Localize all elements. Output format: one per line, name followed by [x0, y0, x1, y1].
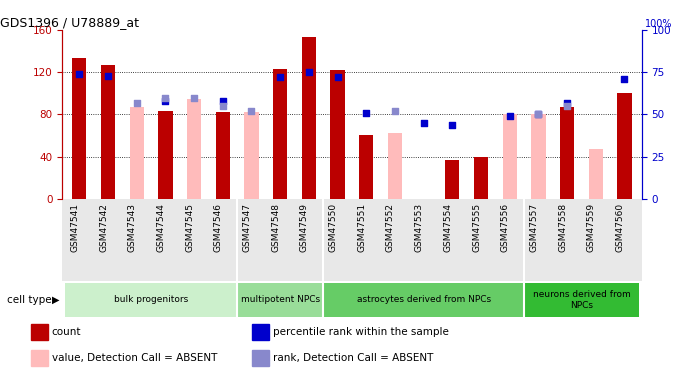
Text: GSM47557: GSM47557 — [529, 203, 538, 252]
Text: GSM47558: GSM47558 — [558, 203, 567, 252]
Point — [619, 76, 630, 82]
Point — [304, 69, 315, 75]
Bar — [331, 70, 345, 199]
Bar — [618, 93, 631, 199]
Point — [332, 74, 343, 80]
Bar — [237, 283, 323, 317]
Text: rank, Detection Call = ABSENT: rank, Detection Call = ABSENT — [273, 353, 433, 363]
Bar — [252, 324, 269, 340]
Point — [246, 108, 257, 114]
Text: value, Detection Call = ABSENT: value, Detection Call = ABSENT — [52, 353, 217, 363]
Point — [562, 103, 573, 109]
Text: GSM47542: GSM47542 — [99, 203, 108, 252]
Bar — [65, 283, 237, 317]
Text: cell type: cell type — [7, 295, 52, 305]
Text: count: count — [52, 327, 81, 337]
Bar — [531, 114, 546, 199]
Bar — [101, 65, 115, 199]
Text: GSM47548: GSM47548 — [271, 203, 280, 252]
Text: GSM47559: GSM47559 — [586, 203, 595, 252]
Text: neurons derived from
NPCs: neurons derived from NPCs — [533, 290, 631, 310]
Text: GSM47553: GSM47553 — [415, 203, 424, 252]
Bar — [252, 350, 269, 366]
Bar — [445, 160, 460, 199]
Text: GSM47551: GSM47551 — [357, 203, 366, 252]
Point — [103, 73, 114, 79]
Text: GSM47546: GSM47546 — [214, 203, 223, 252]
Text: astrocytes derived from NPCs: astrocytes derived from NPCs — [357, 296, 491, 304]
Bar — [302, 38, 316, 199]
Bar — [244, 112, 259, 199]
Text: GSM47549: GSM47549 — [300, 203, 309, 252]
Point — [418, 120, 429, 126]
Bar — [187, 99, 201, 199]
Text: GSM47544: GSM47544 — [157, 203, 166, 252]
Text: 100%: 100% — [644, 19, 672, 28]
Bar — [31, 324, 48, 340]
Text: GSM47555: GSM47555 — [472, 203, 481, 252]
Point — [217, 98, 228, 104]
Bar — [359, 135, 373, 199]
Text: GSM47543: GSM47543 — [128, 203, 137, 252]
Text: GSM47554: GSM47554 — [444, 203, 453, 252]
Point — [361, 110, 372, 116]
Text: ▶: ▶ — [52, 295, 59, 305]
Bar — [323, 283, 524, 317]
Text: GSM47545: GSM47545 — [185, 203, 194, 252]
Text: multipotent NPCs: multipotent NPCs — [241, 296, 319, 304]
Point — [533, 111, 544, 117]
Bar — [273, 69, 287, 199]
Bar — [72, 58, 86, 199]
Bar — [560, 107, 574, 199]
Text: GSM47556: GSM47556 — [501, 203, 510, 252]
Point — [275, 74, 286, 80]
Bar — [130, 107, 144, 199]
Point — [160, 98, 171, 104]
Point — [562, 100, 573, 106]
Text: percentile rank within the sample: percentile rank within the sample — [273, 327, 448, 337]
Text: GSM47541: GSM47541 — [70, 203, 79, 252]
Bar — [215, 112, 230, 199]
Text: GSM47550: GSM47550 — [328, 203, 337, 252]
Bar — [589, 149, 603, 199]
Bar — [158, 111, 172, 199]
Text: bulk progenitors: bulk progenitors — [114, 296, 188, 304]
Text: GSM47547: GSM47547 — [242, 203, 251, 252]
Bar — [388, 134, 402, 199]
Point — [217, 103, 228, 109]
Text: GDS1396 / U78889_at: GDS1396 / U78889_at — [0, 16, 139, 29]
Text: GSM47552: GSM47552 — [386, 203, 395, 252]
Text: GSM47560: GSM47560 — [615, 203, 624, 252]
Bar — [502, 114, 517, 199]
Point — [74, 71, 85, 77]
Point — [131, 100, 142, 106]
Point — [188, 94, 199, 100]
Point — [504, 113, 515, 119]
Point — [160, 94, 171, 100]
Bar — [31, 350, 48, 366]
Point — [447, 122, 458, 128]
Bar — [474, 157, 489, 199]
Point — [533, 111, 544, 117]
Bar — [524, 283, 639, 317]
Point — [389, 108, 400, 114]
